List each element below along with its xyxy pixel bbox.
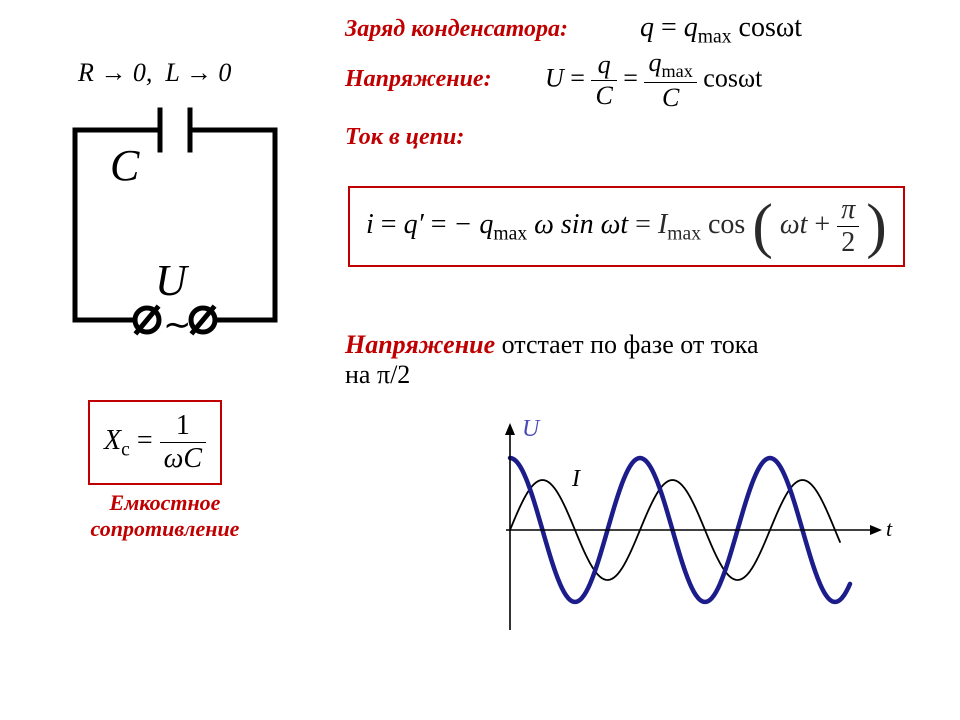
phase-rest: отстает по фазе от тока (495, 330, 758, 359)
svg-text:U: U (522, 420, 541, 442)
circuit-diagram: C U ∼ (55, 100, 305, 360)
phase-word: Напряжение (345, 330, 495, 359)
phase-graph: U It (470, 420, 900, 670)
phase-statement: Напряжение отстает по фазе от тока на π/… (345, 330, 759, 390)
xc-sub: c (121, 440, 130, 461)
circuit-tilde: ∼ (163, 307, 192, 344)
left-limits: R → 0, L → 0 (78, 58, 231, 88)
xc-den: ωC (160, 443, 206, 475)
circuit-u-label: U (155, 256, 190, 305)
voltage-formula: U = q C = qmax C cosωt (545, 48, 762, 113)
reactance-caption: Емкостное сопротивление (65, 490, 265, 542)
svg-text:t: t (886, 516, 893, 541)
charge-heading: Заряд конденсатора: (345, 16, 568, 43)
current-heading: Ток в цепи: (345, 124, 464, 151)
caption-2: сопротивление (65, 516, 265, 542)
reactance-box: Xc = 1 ωC (88, 400, 222, 485)
caption-1: Емкостное (65, 490, 265, 516)
circuit-c-label: C (110, 141, 140, 190)
phase-line2: на π/2 (345, 360, 410, 389)
charge-formula: q = qmax cosωt (640, 12, 802, 49)
current-box: i = q′ = − qmax ω sin ωt = Imax cos ( ωt… (348, 186, 905, 267)
xc-num: 1 (160, 410, 206, 443)
xc-lhs: X (104, 425, 121, 456)
voltage-heading: Напряжение: (345, 66, 492, 93)
svg-text:I: I (571, 466, 581, 492)
